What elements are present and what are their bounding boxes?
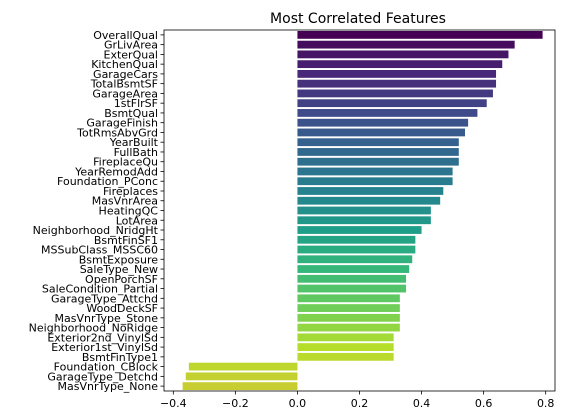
bar-LotArea bbox=[297, 216, 431, 225]
x-tick-label: 0.2 bbox=[351, 397, 369, 410]
bar-OpenPorchSF bbox=[297, 274, 407, 283]
bar-GarageCars bbox=[297, 70, 497, 78]
category-label: GarageFinish bbox=[86, 117, 158, 130]
bar-GrLivArea bbox=[297, 40, 515, 49]
category-label: BsmtQual bbox=[104, 107, 158, 120]
category-label: Exterior2nd_VinylSd bbox=[47, 331, 158, 344]
category-label: LotArea bbox=[116, 214, 158, 227]
x-tick-label: 0.0 bbox=[289, 397, 307, 410]
chart-title: Most Correlated Features bbox=[270, 11, 446, 27]
bar-Exterior2nd_VinylSd bbox=[297, 333, 394, 342]
bar-MasVnrType_None bbox=[182, 382, 298, 391]
category-label: 1stFlrSF bbox=[114, 97, 158, 110]
category-label: MasVnrType_Stone bbox=[54, 312, 158, 325]
bar-ExterQual bbox=[297, 50, 509, 59]
category-label: Exterior1st_VinylSd bbox=[51, 341, 158, 354]
bar-TotRmsAbvGrd bbox=[297, 128, 466, 137]
x-tick-label: −0.4 bbox=[160, 397, 187, 410]
category-label: GarageArea bbox=[92, 87, 158, 100]
category-label: OverallQual bbox=[93, 29, 158, 42]
bar-MasVnrArea bbox=[297, 196, 441, 205]
bar-GarageFinish bbox=[297, 118, 469, 127]
bar-Neighborhood_NridgHt bbox=[297, 226, 422, 234]
category-label: GarageType_Attchd bbox=[51, 292, 158, 305]
bar-Foundation_CBlock bbox=[188, 362, 298, 371]
category-label: WoodDeckSF bbox=[86, 302, 158, 315]
bar-FullBath bbox=[297, 148, 459, 156]
bar-Exterior1st_VinylSd bbox=[297, 343, 394, 351]
category-label: Foundation_CBlock bbox=[54, 361, 159, 374]
category-label: BsmtFinType1 bbox=[82, 351, 158, 364]
x-tick-label: −0.2 bbox=[222, 397, 249, 410]
bar-OverallQual bbox=[297, 30, 543, 39]
bar-BsmtFinType1 bbox=[297, 352, 394, 361]
category-label: Neighborhood_NridgHt bbox=[33, 224, 159, 237]
bar-HeatingQC bbox=[297, 206, 431, 215]
category-label: BsmtExposure bbox=[79, 253, 158, 266]
category-label: Fireplaces bbox=[103, 185, 158, 198]
bar-KitchenQual bbox=[297, 60, 503, 69]
x-axis: −0.4 −0.2 0.0 0.2 0.4 0.6 0.8 bbox=[160, 391, 554, 410]
bar-Neighborhood_NoRidge bbox=[297, 323, 400, 332]
bar-GarageArea bbox=[297, 89, 493, 98]
category-labels: OverallQualGrLivAreaExterQualKitchenQual… bbox=[29, 29, 164, 393]
bar-MasVnrType_Stone bbox=[297, 313, 400, 322]
category-label: HeatingQC bbox=[99, 205, 159, 218]
category-label: FireplaceQu bbox=[93, 156, 158, 169]
bar-FireplaceQu bbox=[297, 157, 459, 166]
bar-TotalBsmtSF bbox=[297, 79, 497, 88]
category-label: TotRmsAbvGrd bbox=[76, 126, 158, 139]
bars-group bbox=[182, 30, 543, 391]
x-tick-label: 0.4 bbox=[413, 397, 431, 410]
category-label: GarageType_Detchd bbox=[47, 370, 158, 383]
bar-BsmtQual bbox=[297, 109, 478, 117]
bar-SaleCondition_Partial bbox=[297, 284, 407, 293]
bar-YearBuilt bbox=[297, 138, 459, 147]
plot-frame bbox=[163, 29, 556, 392]
category-label: GarageCars bbox=[93, 68, 158, 81]
bar-MSSubClass_MSSC60 bbox=[297, 245, 416, 254]
category-label: TotalBsmtSF bbox=[90, 78, 158, 91]
bar-Foundation_PConc bbox=[297, 177, 453, 186]
category-label: MSSubClass_MSSC60 bbox=[41, 244, 158, 257]
category-label: GrLivArea bbox=[104, 39, 158, 52]
bar-WoodDeckSF bbox=[297, 304, 400, 312]
bar-1stFlrSF bbox=[297, 99, 487, 108]
category-label: SaleType_New bbox=[80, 263, 158, 276]
bar-BsmtFinSF1 bbox=[297, 235, 416, 244]
category-label: YearBuilt bbox=[109, 136, 159, 149]
x-tick-label: 0.8 bbox=[537, 397, 555, 410]
category-label: Neighborhood_NoRidge bbox=[29, 322, 159, 335]
x-tick-label: 0.6 bbox=[475, 397, 493, 410]
category-label: SaleCondition_Partial bbox=[42, 283, 158, 296]
bar-YearRemodAdd bbox=[297, 167, 453, 176]
category-label: BsmtFinSF1 bbox=[94, 234, 158, 247]
bar-GarageType_Detchd bbox=[185, 372, 298, 381]
category-label: OpenPorchSF bbox=[85, 273, 158, 286]
bar-SaleType_New bbox=[297, 265, 410, 273]
bar-Fireplaces bbox=[297, 187, 444, 195]
bar-GarageType_Attchd bbox=[297, 294, 400, 303]
category-label: KitchenQual bbox=[91, 58, 158, 71]
category-label: MasVnrArea bbox=[92, 195, 158, 208]
category-label: YearRemodAdd bbox=[74, 165, 158, 178]
category-label: FullBath bbox=[114, 146, 158, 159]
category-label: MasVnrType_None bbox=[58, 380, 159, 393]
bar-BsmtExposure bbox=[297, 255, 413, 264]
category-label: Foundation_PConc bbox=[57, 175, 158, 188]
category-label: ExterQual bbox=[104, 48, 159, 61]
